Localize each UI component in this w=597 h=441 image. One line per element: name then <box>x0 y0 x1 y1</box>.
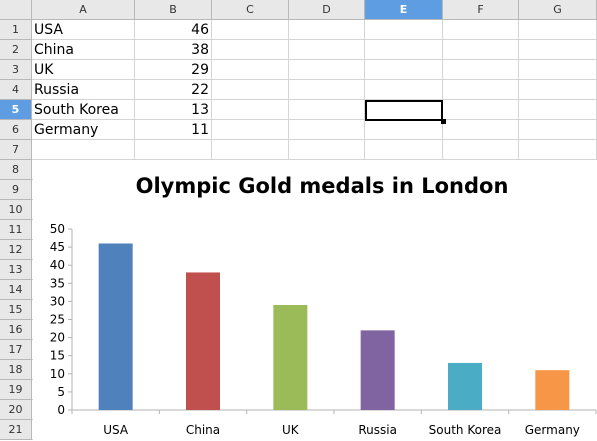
cell-b1[interactable]: 46 <box>135 20 212 40</box>
row-header-13[interactable]: 13 <box>0 260 32 280</box>
cell-a1[interactable]: USA <box>32 20 135 40</box>
y-axis-tick-label: 10 <box>50 367 65 381</box>
column-header-c[interactable]: C <box>212 0 289 20</box>
bar-usa <box>99 243 133 410</box>
column-header-g[interactable]: G <box>519 0 597 20</box>
fill-handle[interactable] <box>441 119 446 124</box>
bar-south-korea <box>448 363 482 410</box>
cell-b2[interactable]: 38 <box>135 40 212 60</box>
row-header-8[interactable]: 8 <box>0 160 32 180</box>
column-header-d[interactable]: D <box>289 0 365 20</box>
row-header-19[interactable]: 19 <box>0 380 32 400</box>
y-axis-tick-label: 15 <box>50 349 65 363</box>
row-header-2[interactable]: 2 <box>0 40 32 60</box>
row-header-10[interactable]: 10 <box>0 200 32 220</box>
y-axis-tick-label: 30 <box>50 294 65 308</box>
row-header-15[interactable]: 15 <box>0 300 32 320</box>
cell-a5[interactable]: South Korea <box>32 100 135 120</box>
cell-a4[interactable]: Russia <box>32 80 135 100</box>
cell-cursor-e5[interactable] <box>365 100 443 121</box>
y-axis-tick-label: 45 <box>50 240 65 254</box>
column-header-a[interactable]: A <box>32 0 135 20</box>
cell-a3[interactable]: UK <box>32 60 135 80</box>
row-header-3[interactable]: 3 <box>0 60 32 80</box>
cell-a2[interactable]: China <box>32 40 135 60</box>
select-all-corner[interactable] <box>0 0 32 20</box>
y-axis-tick-label: 20 <box>50 331 65 345</box>
row-header-9[interactable]: 9 <box>0 180 32 200</box>
row-header-1[interactable]: 1 <box>0 20 32 40</box>
x-axis-tick-label: Germany <box>525 423 580 437</box>
bar-china <box>186 272 220 410</box>
bar-chart[interactable]: Olympic Gold medals in London 0 5 10 15 20 25… <box>33 160 597 441</box>
row-header-11[interactable]: 11 <box>0 220 32 240</box>
row-header-4[interactable]: 4 <box>0 80 32 100</box>
y-axis-tick-label: 35 <box>50 276 65 290</box>
cell-a6[interactable]: Germany <box>32 120 135 140</box>
y-axis-tick-label: 5 <box>57 385 65 399</box>
cell-b4[interactable]: 22 <box>135 80 212 100</box>
y-axis-tick-label: 0 <box>57 403 65 417</box>
row-header-17[interactable]: 17 <box>0 340 32 360</box>
x-axis-tick-label: USA <box>103 423 129 437</box>
bar-uk <box>273 305 307 410</box>
y-axis-tick-label: 25 <box>50 313 65 327</box>
column-header-f[interactable]: F <box>443 0 519 20</box>
x-axis-tick-label: China <box>186 423 220 437</box>
row-header-14[interactable]: 14 <box>0 280 32 300</box>
column-header-b[interactable]: B <box>135 0 212 20</box>
x-axis-tick-label: Russia <box>358 423 397 437</box>
cell-b3[interactable]: 29 <box>135 60 212 80</box>
row-header-20[interactable]: 20 <box>0 400 32 420</box>
row-header-21[interactable]: 21 <box>0 420 32 440</box>
row-header-18[interactable]: 18 <box>0 360 32 380</box>
x-axis-tick-label: UK <box>282 423 300 437</box>
cell-b5[interactable]: 13 <box>135 100 212 120</box>
bar-germany <box>535 370 569 410</box>
x-axis-tick-label: South Korea <box>429 423 502 437</box>
row-header-6[interactable]: 6 <box>0 120 32 140</box>
row-header-5[interactable]: 5 <box>0 100 32 120</box>
cell-b6[interactable]: 11 <box>135 120 212 140</box>
column-header-e[interactable]: E <box>365 0 443 20</box>
row-header-7[interactable]: 7 <box>0 140 32 160</box>
row-header-16[interactable]: 16 <box>0 320 32 340</box>
row-header-12[interactable]: 12 <box>0 240 32 260</box>
y-axis-tick-label: 40 <box>50 258 65 272</box>
y-axis-tick-label: 50 <box>50 222 65 236</box>
bar-russia <box>361 330 395 410</box>
chart-plot-area: 0 5 10 15 20 25 30 35 40 45 50 USA China UK Russia Sout… <box>33 160 597 441</box>
